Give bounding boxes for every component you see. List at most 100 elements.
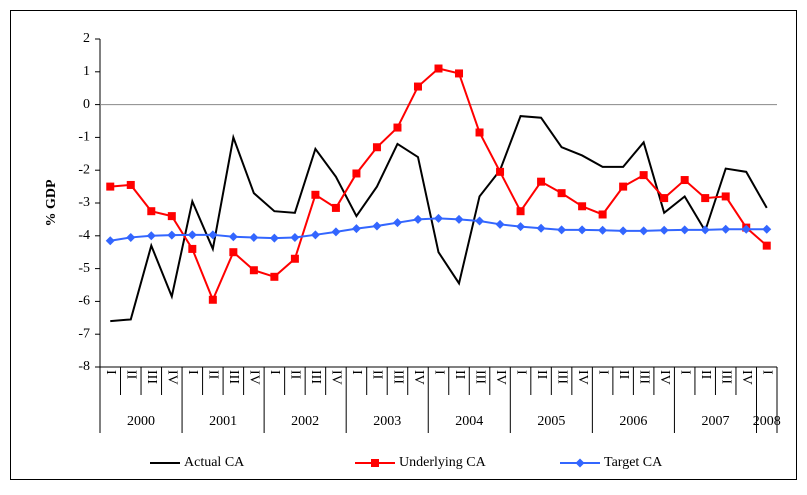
marker <box>762 224 772 234</box>
x-tick-label: III <box>226 370 241 384</box>
x-tick-label: III <box>718 370 733 384</box>
marker <box>741 224 751 234</box>
marker <box>639 226 649 236</box>
year-label: 2007 <box>701 414 729 429</box>
marker <box>475 128 484 137</box>
marker <box>208 230 218 240</box>
x-tick-label: II <box>616 370 631 380</box>
y-tick-label: -3 <box>78 195 90 210</box>
marker <box>598 225 608 235</box>
marker <box>700 225 710 235</box>
year-label: 2004 <box>455 414 483 429</box>
marker <box>105 236 115 246</box>
marker <box>680 225 690 235</box>
y-tick-label: -5 <box>78 261 90 276</box>
marker <box>762 241 771 250</box>
marker <box>331 227 341 237</box>
y-tick-label: -6 <box>78 294 90 309</box>
x-tick-label: III <box>308 370 323 384</box>
y-tick-label: 2 <box>83 31 90 46</box>
marker <box>557 225 567 235</box>
marker <box>352 169 361 178</box>
y-tick-label: -8 <box>78 359 90 374</box>
x-tick-label: IV <box>329 370 344 385</box>
marker <box>311 190 320 199</box>
marker <box>516 222 526 232</box>
marker <box>208 295 217 304</box>
marker <box>639 171 648 180</box>
x-tick-label: I <box>595 370 610 375</box>
y-tick-label: -2 <box>78 162 90 177</box>
marker <box>536 223 546 233</box>
marker <box>680 176 689 185</box>
y-tick-label: -4 <box>78 228 90 243</box>
x-tick-label: III <box>144 370 159 384</box>
series-line <box>110 67 768 303</box>
marker <box>721 192 730 201</box>
marker <box>270 272 279 281</box>
legend-label: Actual CA <box>184 455 245 470</box>
marker <box>434 213 443 223</box>
year-label: 2002 <box>291 414 319 429</box>
x-tick-label: III <box>390 370 405 384</box>
year-label: 2001 <box>209 414 237 429</box>
y-tick-label: 0 <box>83 97 90 112</box>
legend-label: Target CA <box>604 455 663 470</box>
marker <box>516 207 525 216</box>
marker <box>372 221 382 231</box>
x-tick-label: I <box>185 370 200 375</box>
year-label: 2003 <box>373 414 401 429</box>
x-tick-label: II <box>288 370 303 380</box>
marker <box>126 232 136 242</box>
x-tick-label: I <box>349 370 364 375</box>
marker <box>701 194 710 203</box>
marker <box>269 233 279 243</box>
x-tick-label: IV <box>247 370 262 385</box>
x-tick-label: IV <box>575 370 590 385</box>
y-axis-label: % GDP <box>44 179 59 227</box>
marker <box>434 64 443 73</box>
marker <box>290 232 300 242</box>
marker <box>331 203 340 212</box>
x-tick-label: III <box>554 370 569 384</box>
marker <box>310 230 320 240</box>
marker <box>721 224 731 234</box>
x-tick-label: I <box>513 370 528 375</box>
x-tick-label: IV <box>657 370 672 385</box>
x-tick-label: II <box>206 370 221 380</box>
year-label: 2000 <box>127 414 155 429</box>
x-tick-label: IV <box>739 370 754 385</box>
chart-border <box>10 10 797 480</box>
x-tick-label: I <box>677 370 692 375</box>
marker <box>413 82 422 91</box>
marker <box>167 212 176 221</box>
x-tick-label: I <box>267 370 282 375</box>
marker <box>249 232 259 242</box>
x-tick-label: III <box>472 370 487 384</box>
year-label: 2005 <box>537 414 565 429</box>
x-tick-label: II <box>452 370 467 380</box>
marker <box>660 194 669 203</box>
marker <box>598 210 607 219</box>
marker <box>454 214 464 224</box>
marker <box>659 225 669 235</box>
y-tick-label: 1 <box>83 64 90 79</box>
marker <box>393 123 402 132</box>
x-tick-label: I <box>760 370 775 375</box>
x-tick-label: IV <box>165 370 180 385</box>
marker <box>392 218 402 228</box>
x-tick-label: I <box>431 370 446 375</box>
y-tick-label: -7 <box>78 326 90 341</box>
year-label: 2008 <box>753 414 781 429</box>
marker <box>249 266 258 275</box>
marker <box>578 202 587 211</box>
x-tick-label: II <box>534 370 549 380</box>
legend-label: Underlying CA <box>399 455 487 470</box>
marker <box>229 248 238 257</box>
marker <box>372 143 381 152</box>
marker <box>619 182 628 191</box>
marker <box>228 232 238 242</box>
x-tick-label: III <box>636 370 651 384</box>
legend-marker <box>371 459 379 467</box>
